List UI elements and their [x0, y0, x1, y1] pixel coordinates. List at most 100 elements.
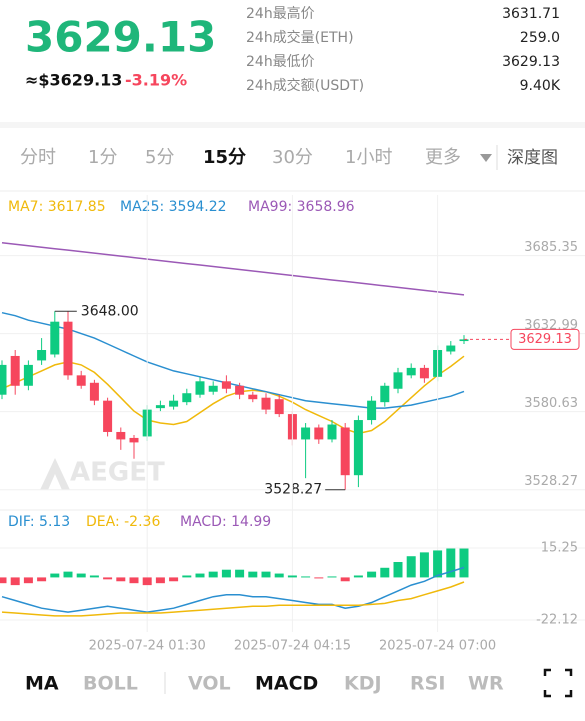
candle-body — [314, 427, 324, 440]
stat-value: 9.40K — [520, 78, 561, 94]
macd-bar — [340, 577, 350, 582]
candle-body — [129, 437, 139, 443]
candle-body — [23, 364, 33, 386]
macd-bar — [287, 575, 297, 578]
indicator-tab[interactable]: MACD — [255, 673, 318, 695]
indicator-tab[interactable]: RSI — [410, 673, 445, 695]
candle-body — [0, 364, 7, 395]
macd-bar — [314, 577, 324, 579]
indicator-tab[interactable]: MA — [25, 673, 59, 695]
candle-body — [340, 427, 350, 476]
x-tick-label: 2025-07-24 01:30 — [89, 639, 206, 654]
macd-bar — [50, 573, 60, 578]
depth-tab[interactable]: 深度图 — [507, 148, 558, 168]
interval-tab[interactable]: 分时 — [20, 147, 56, 168]
separator — [0, 122, 585, 128]
macd-bar — [116, 577, 126, 582]
candle-body — [367, 400, 377, 421]
candle-body — [89, 382, 99, 401]
candle-body — [195, 381, 205, 395]
legend-label: DEA: -2.36 — [86, 514, 160, 530]
macd-bar — [0, 577, 7, 584]
macd-bar — [406, 556, 416, 578]
indicator-tab[interactable]: KDJ — [344, 673, 382, 695]
indicator-tab[interactable]: BOLL — [83, 673, 138, 695]
candle-body — [169, 400, 179, 407]
macd-bar — [380, 567, 390, 578]
y-tick-label: 3685.35 — [524, 240, 578, 255]
candle-body — [301, 427, 311, 440]
stat-value: 3629.13 — [502, 54, 560, 70]
annotation: 3648.00 — [81, 303, 139, 319]
interval-tab[interactable]: 更多 — [425, 147, 461, 168]
macd-bar — [182, 575, 192, 578]
candle-body — [221, 381, 231, 389]
ma-line — [1, 355, 465, 435]
more-arrow[interactable] — [480, 154, 492, 162]
macd-line — [1, 581, 465, 617]
macd-bar — [433, 550, 443, 578]
stat-value: 3631.71 — [502, 6, 560, 22]
macd-bar — [353, 575, 363, 578]
candle-body — [393, 372, 403, 389]
candle-body — [10, 355, 20, 386]
candle-body — [50, 321, 60, 355]
interval-tab[interactable]: 15分 — [203, 147, 246, 168]
macd-bar — [393, 562, 403, 578]
macd-bar — [169, 577, 179, 582]
candle-body — [155, 405, 165, 409]
macd-bar — [142, 577, 152, 586]
macd-bar — [446, 548, 456, 578]
candle-body — [419, 367, 429, 379]
interval-tab[interactable]: 1分 — [88, 147, 117, 168]
macd-bar — [63, 571, 73, 578]
macd-bar — [459, 548, 469, 578]
indicator-tab[interactable]: WR — [468, 673, 504, 695]
macd-bar — [327, 576, 337, 578]
y-tick-label: 3580.63 — [524, 396, 578, 411]
stat-label: 24h成交量(ETH) — [246, 29, 354, 46]
fullscreen-icon[interactable] — [543, 668, 573, 698]
candle-body — [406, 367, 416, 376]
stat-label: 24h成交额(USDT) — [246, 77, 364, 94]
macd-bar — [274, 573, 284, 578]
macd-bar — [419, 552, 429, 578]
change: -3.19% — [125, 71, 187, 90]
x-tick-label: 2025-07-24 07:00 — [379, 639, 496, 654]
macd-bar — [248, 571, 258, 578]
watermark: AEGET — [40, 458, 165, 490]
candle-body — [248, 394, 258, 400]
interval-tab[interactable]: 5分 — [145, 147, 174, 168]
macd-bar — [235, 569, 245, 578]
last-price-box — [510, 328, 580, 350]
y-tick-label: 3528.27 — [524, 474, 578, 489]
macd-bar — [89, 575, 99, 578]
y-tick-label: -22.12 — [536, 613, 578, 628]
candle-body — [235, 385, 245, 395]
macd-bar — [195, 573, 205, 578]
legend-label: MA99: 3658.96 — [248, 199, 355, 215]
interval-tab[interactable]: 30分 — [272, 147, 313, 168]
stat-label: 24h最低价 — [246, 54, 315, 70]
watermark-text: AEGET — [70, 458, 165, 488]
candle-body — [327, 424, 337, 440]
macd-line — [1, 566, 465, 613]
annotation: 3528.27 — [264, 482, 322, 498]
approx-price: ≈$3629.13 — [25, 71, 122, 90]
y-tick-label: 15.25 — [541, 541, 578, 556]
candle-body — [116, 431, 126, 440]
legend-label: DIF: 5.13 — [8, 514, 70, 530]
stat-value: 259.0 — [520, 30, 560, 46]
macd-bar — [76, 573, 86, 578]
candle-body — [208, 385, 218, 392]
indicator-tab[interactable]: VOL — [188, 673, 231, 695]
ma-line — [1, 241, 465, 296]
candle-body — [37, 350, 47, 361]
macd-bar — [23, 577, 33, 584]
interval-tab[interactable]: 1小时 — [345, 147, 392, 168]
macd-bar — [129, 577, 139, 584]
macd-bar — [37, 577, 47, 582]
